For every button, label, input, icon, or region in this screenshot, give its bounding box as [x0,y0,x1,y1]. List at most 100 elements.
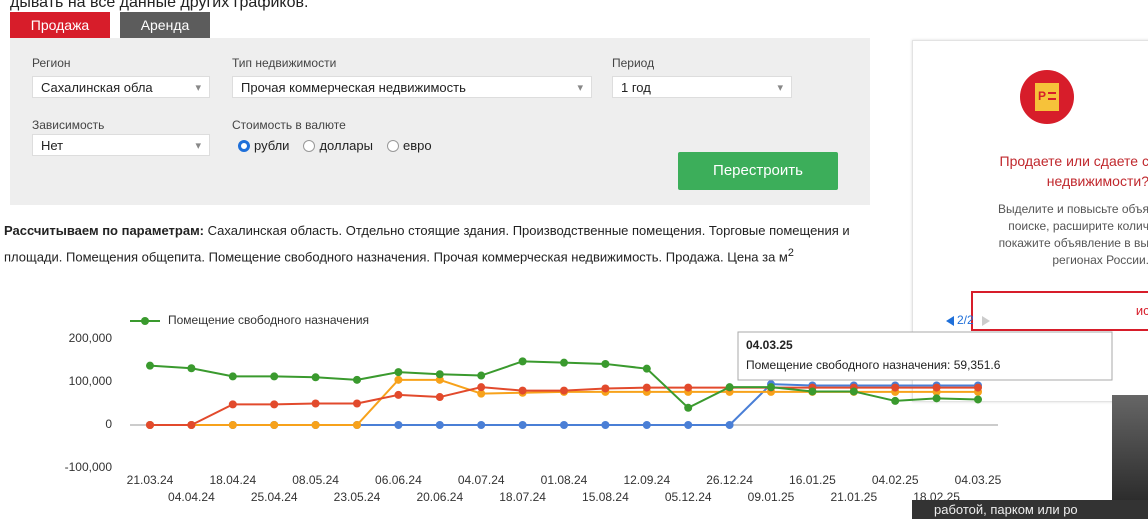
x-tick-label: 04.07.24 [458,473,505,487]
select[interactable]: Сахалинская обла [32,76,210,98]
heading-line: Продаете или сдаете с [913,151,1148,171]
x-tick-label: 08.05.24 [292,473,339,487]
point [974,395,982,403]
legend-prev [946,316,954,326]
point [146,421,154,429]
text-line: Выделите и повысьте объя [933,201,1148,218]
select[interactable]: Нет [32,134,210,156]
y-tick-label: 100,000 [69,374,113,388]
heading-line: недвижимости? [913,171,1148,191]
point [187,364,195,372]
rebuild-button[interactable]: Перестроить [678,152,838,190]
x-tick-label: 06.06.24 [375,473,422,487]
radio-label: евро [403,138,432,153]
tooltip-box [738,332,1112,380]
label: Стоимость в валюте [232,118,346,132]
x-tick-label: 23.05.24 [334,490,381,504]
tab[interactable]: Продажа [10,12,110,38]
point [933,384,941,392]
point [684,404,692,412]
point [601,360,609,368]
point [560,359,568,367]
point [229,400,237,408]
radio-label: рубли [254,138,289,153]
point [643,365,651,373]
point [394,368,402,376]
label: Период [612,56,654,70]
x-tick-label: 09.01.25 [748,490,795,504]
point [477,372,485,380]
radio-group: рубли доллары евро [238,138,446,153]
radio[interactable] [387,140,399,152]
point [229,372,237,380]
point [519,421,527,429]
params-sup: 2 [788,247,794,259]
x-tick-label: 04.02.25 [872,473,919,487]
text-line: покажите объявление в вы [933,235,1148,252]
x-tick-label: 26.12.24 [706,473,753,487]
x-tick-label: 15.08.24 [582,490,629,504]
select[interactable]: 1 год [612,76,792,98]
legend-label: Помещение свободного назначения [168,313,369,327]
point [726,383,734,391]
point [436,393,444,401]
point [353,376,361,384]
point [436,370,444,378]
x-tick-label: 18.02.25 [913,490,960,504]
x-tick-label: 12.09.24 [623,473,670,487]
label: Зависимость [32,118,104,132]
point [353,421,361,429]
radio-option[interactable]: доллары [303,138,373,153]
select[interactable]: Прочая коммерческая недвижимость [232,76,592,98]
point [933,394,941,402]
point [270,372,278,380]
y-tick-label: 0 [105,417,112,431]
point [477,421,485,429]
point [891,397,899,405]
text-line: поиске, расширите колич [933,218,1148,235]
point [270,421,278,429]
point [312,421,320,429]
point [187,421,195,429]
x-tick-label: 18.04.24 [209,473,256,487]
radio[interactable] [303,140,315,152]
point [436,421,444,429]
radio-label: доллары [319,138,373,153]
point [270,400,278,408]
x-tick-label: 20.06.24 [416,490,463,504]
sidebar-icon: P [1019,69,1075,125]
tooltip-text: Помещение свободного назначения: 59,351.… [746,358,1001,372]
point [353,400,361,408]
page: дывать на все данные других графиков. Пр… [0,0,1148,519]
legend-marker [141,317,149,325]
x-tick-label: 01.08.24 [541,473,588,487]
sidebar-heading: Продаете или сдаете с недвижимости? [913,151,1148,191]
point [643,421,651,429]
sidebar-text: Выделите и повысьте объя поиске, расшири… [933,201,1148,269]
point [601,421,609,429]
svg-text:P: P [1038,89,1046,103]
x-tick-label: 25.04.24 [251,490,298,504]
params-label: Рассчитываем по параметрам: [4,223,204,238]
radio-option[interactable]: рубли [238,138,289,153]
point [891,384,899,392]
radio-option[interactable]: евро [387,138,432,153]
point [229,421,237,429]
x-tick-label: 04.04.24 [168,490,215,504]
x-tick-label: 04.03.25 [955,473,1002,487]
point [850,387,858,395]
point [808,387,816,395]
label: Тип недвижимости [232,56,336,70]
point [519,357,527,365]
radio[interactable] [238,140,250,152]
point [643,384,651,392]
x-tick-label: 21.01.25 [830,490,877,504]
x-tick-label: 18.07.24 [499,490,546,504]
point [684,421,692,429]
legend-page: 2/2 [957,313,974,327]
point [560,421,568,429]
point [726,421,734,429]
legend-next [982,316,990,326]
tab[interactable]: Аренда [120,12,210,38]
point [146,362,154,370]
